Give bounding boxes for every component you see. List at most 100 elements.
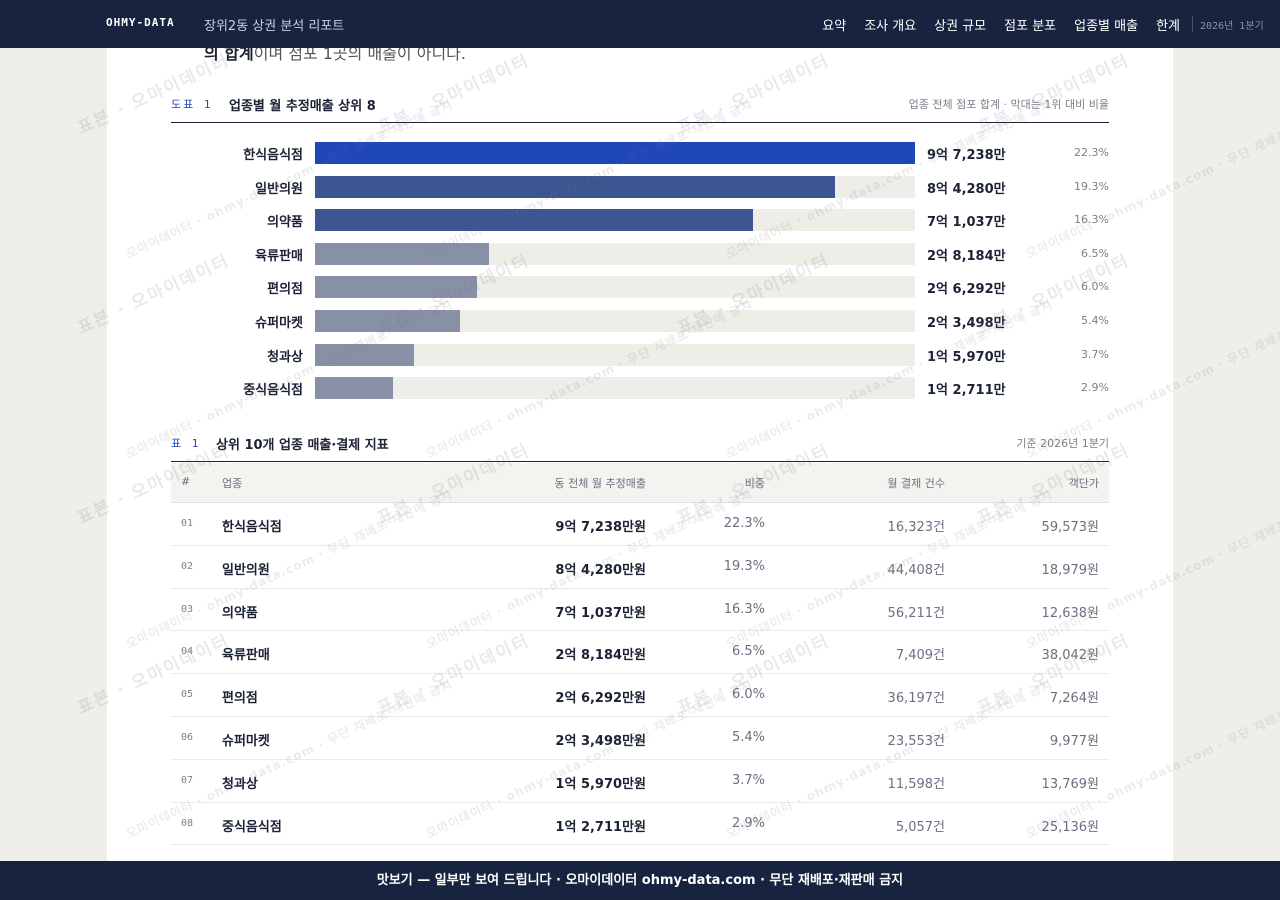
bar-value-label: 1억 2,711만	[927, 383, 1006, 399]
table-row: 06 슈퍼마켓 2억 3,498만원 5.4% 23,553건 9,977원	[171, 717, 1109, 760]
bar-row: 한식음식점 9억 7,238만 22.3%	[171, 142, 1109, 164]
col-payment-count: 월 결제 건수	[887, 477, 945, 490]
bar	[315, 276, 478, 299]
row-payment-count: 11,598건	[887, 776, 945, 792]
nav-menu: 요약 조사 개요 상권 규모 점포 분포 업종별 매출 한계 2026년 1분기	[822, 0, 1280, 48]
bar-row: 편의점 2억 6,292만 6.0%	[171, 276, 1109, 299]
row-share: 16.3%	[723, 601, 765, 617]
row-monthly-sales: 1억 5,970만원	[555, 776, 646, 792]
bar	[315, 209, 754, 232]
col-monthly-sales: 동 전체 월 추정매출	[554, 477, 646, 490]
row-share: 3.7%	[731, 772, 765, 788]
bar-track	[315, 310, 915, 332]
row-avg-ticket: 13,769원	[1041, 776, 1099, 792]
bar-label: 청과상	[267, 349, 303, 365]
bar-share-label: 22.3%	[1074, 146, 1109, 159]
table-body: 01 한식음식점 9억 7,238만원 22.3% 16,323건 59,573원 02 일반…	[171, 503, 1109, 846]
row-payment-count: 23,553건	[887, 733, 945, 749]
nav-item-sales-by-industry[interactable]: 업종별 매출	[1074, 18, 1139, 34]
row-monthly-sales: 8억 4,280만원	[555, 562, 646, 578]
row-avg-ticket: 12,638원	[1041, 605, 1099, 621]
bar-label: 육류판매	[255, 248, 303, 264]
bar	[315, 175, 836, 198]
bar	[315, 242, 489, 265]
row-industry: 중식음식점	[222, 819, 282, 835]
table-header-row: # 업종 동 전체 월 추정매출 비중 월 결제 건수 객단가	[171, 463, 1109, 503]
row-monthly-sales: 9억 7,238만원	[555, 520, 646, 535]
bar-share-label: 19.3%	[1074, 179, 1109, 193]
bar-label: 중식음식점	[243, 383, 303, 399]
row-industry: 일반의원	[222, 562, 270, 578]
bar	[315, 142, 915, 164]
intro-paragraph: 의 합계이며 점포 1곳의 매출이 아니다.	[204, 48, 466, 64]
col-avg-ticket: 객단가	[1068, 477, 1099, 490]
bar	[315, 377, 394, 400]
bar-row: 의약품 7억 1,037만 16.3%	[171, 209, 1109, 232]
table1-title: 상위 10개 업종 매출·결제 지표	[216, 438, 389, 453]
col-share: 비중	[744, 477, 765, 490]
bar-label: 한식음식점	[243, 148, 303, 163]
row-share: 5.4%	[731, 729, 765, 745]
row-monthly-sales: 2억 3,498만원	[555, 733, 646, 749]
row-avg-ticket: 9,977원	[1049, 733, 1099, 749]
bar-label: 일반의원	[255, 181, 303, 197]
figure1-note: 업종 전체 점포 합계 · 막대는 1위 대비 비율	[908, 98, 1109, 111]
row-payment-count: 7,409건	[895, 648, 945, 664]
bar-track	[315, 209, 915, 232]
nav-item-limitations[interactable]: 한계	[1156, 18, 1180, 34]
table-row: 01 한식음식점 9억 7,238만원 22.3% 16,323건 59,573원	[171, 503, 1109, 546]
table1-header: 표 1 상위 10개 업종 매출·결제 지표 기준 2026년 1분기	[171, 434, 1109, 462]
row-share: 6.5%	[731, 644, 765, 660]
row-payment-count: 16,323건	[887, 520, 945, 535]
bar-share-label: 2.9%	[1081, 381, 1109, 395]
row-avg-ticket: 18,979원	[1041, 562, 1099, 578]
row-monthly-sales: 2억 6,292만원	[555, 691, 646, 707]
nav-item-overview[interactable]: 조사 개요	[864, 18, 917, 34]
intro-bold: 의 합계	[204, 48, 254, 63]
table1-tag: 표 1	[171, 437, 201, 450]
sales-table: # 업종 동 전체 월 추정매출 비중 월 결제 건수 객단가 01 한식음식점 9…	[171, 463, 1109, 846]
figure1-title: 업종별 월 추정매출 상위 8	[229, 99, 376, 114]
top-navbar: OHMY-DATA 장위2동 상권 분석 리포트 요약 조사 개요 상권 규모 …	[0, 0, 1280, 48]
bar-share-label: 6.0%	[1081, 280, 1109, 294]
table-row: 02 일반의원 8억 4,280만원 19.3% 44,408건 18,979원	[171, 546, 1109, 589]
bar-share-label: 16.3%	[1074, 213, 1109, 227]
bar-row: 일반의원 8억 4,280만 19.3%	[171, 175, 1109, 198]
row-avg-ticket: 38,042원	[1041, 648, 1099, 664]
row-rank: 03	[181, 603, 194, 615]
row-industry: 한식음식점	[222, 520, 282, 535]
row-industry: 슈퍼마켓	[222, 733, 270, 749]
bar-value-label: 1억 5,970만	[927, 349, 1006, 365]
row-payment-count: 56,211건	[887, 605, 945, 621]
row-monthly-sales: 7억 1,037만원	[555, 605, 646, 621]
row-payment-count: 5,057건	[895, 819, 945, 835]
row-avg-ticket: 25,136원	[1041, 819, 1099, 835]
bar-track	[315, 242, 915, 265]
figure1-header: 도표 1 업종별 월 추정매출 상위 8 업종 전체 점포 합계 · 막대는 1…	[171, 95, 1109, 123]
table-row: 07 청과상 1억 5,970만원 3.7% 11,598건 13,769원	[171, 760, 1109, 803]
bar-track	[315, 175, 915, 198]
brand-logo[interactable]: OHMY-DATA	[106, 16, 175, 29]
nav-item-market-size[interactable]: 상권 규모	[934, 18, 987, 34]
row-rank: 06	[181, 731, 194, 743]
row-industry: 편의점	[222, 691, 258, 707]
bar-track	[315, 276, 915, 299]
row-monthly-sales: 1억 2,711만원	[555, 819, 646, 835]
table1-note: 기준 2026년 1분기	[1016, 437, 1109, 450]
bar-share-label: 6.5%	[1081, 246, 1109, 260]
preview-banner: 맛보기 — 일부만 보여 드립니다 · 오마이데이터 ohmy-data.com…	[0, 861, 1280, 900]
bar-value-label: 2억 3,498만	[927, 316, 1006, 331]
row-rank: 07	[181, 774, 194, 786]
bar-track	[315, 343, 915, 366]
figure1-tag: 도표 1	[171, 98, 213, 111]
nav-item-store-distribution[interactable]: 점포 분포	[1004, 18, 1057, 34]
bar-row: 육류판매 2억 8,184만 6.5%	[171, 242, 1109, 265]
row-industry: 청과상	[222, 776, 258, 792]
row-monthly-sales: 2억 8,184만원	[555, 648, 646, 664]
bar	[315, 343, 414, 366]
row-share: 22.3%	[723, 516, 765, 531]
row-rank: 04	[181, 646, 194, 658]
nav-item-summary[interactable]: 요약	[822, 18, 847, 34]
nav-divider	[1192, 16, 1193, 32]
bar-label: 편의점	[267, 282, 303, 298]
